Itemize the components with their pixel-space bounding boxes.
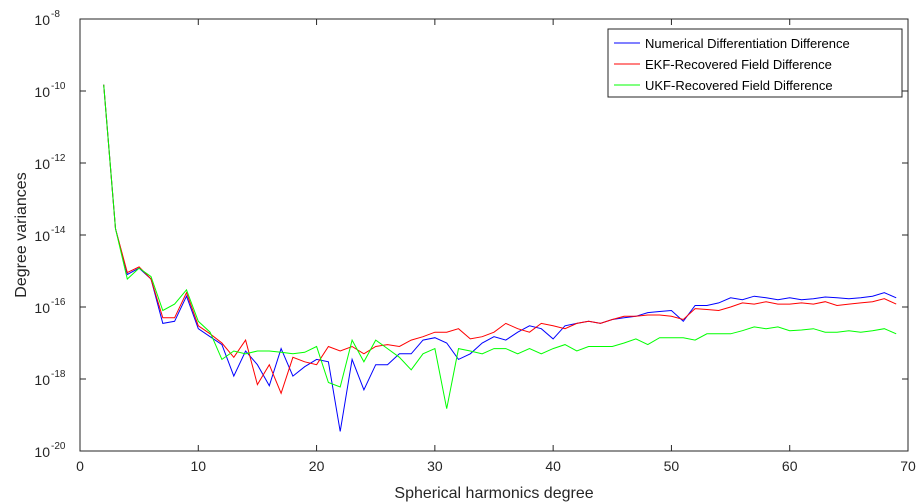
y-axis-label: Degree variances xyxy=(13,172,30,297)
y-tick-label: 10 xyxy=(34,156,50,172)
y-tick-exponent: -14 xyxy=(51,225,66,236)
y-tick-exponent: -10 xyxy=(51,81,66,92)
y-tick-label: 10 xyxy=(34,12,50,28)
x-tick-label: 70 xyxy=(900,458,916,474)
series-line-3 xyxy=(103,84,897,409)
x-tick-label: 0 xyxy=(76,458,84,474)
y-tick-exponent: -20 xyxy=(51,441,66,452)
y-tick-exponent: -12 xyxy=(51,153,66,164)
x-tick-label: 60 xyxy=(782,458,798,474)
legend: Numerical Differentiation Difference EKF-… xyxy=(607,28,903,98)
legend-box xyxy=(607,28,903,98)
x-tick-label: 40 xyxy=(545,458,561,474)
legend-label-1: Numerical Differentiation Difference xyxy=(645,36,850,51)
x-tick-label: 20 xyxy=(309,458,325,474)
x-tick-label: 10 xyxy=(190,458,206,474)
series-line-1 xyxy=(103,84,897,432)
x-axis-label: Spherical harmonics degree xyxy=(394,485,593,502)
legend-label-3: UKF-Recovered Field Difference xyxy=(645,78,833,93)
x-tick-label: 50 xyxy=(664,458,680,474)
y-tick-exponent: -8 xyxy=(51,9,60,20)
x-tick-label: 30 xyxy=(427,458,443,474)
legend-label-2: EKF-Recovered Field Difference xyxy=(645,57,832,72)
y-tick-label: 10 xyxy=(34,228,50,244)
y-tick-exponent: -18 xyxy=(51,369,66,380)
y-tick-label: 10 xyxy=(34,372,50,388)
y-tick-label: 10 xyxy=(34,444,50,460)
series-layer xyxy=(103,84,897,432)
x-axis: 0 10 20 30 40 50 60 70 xyxy=(76,19,916,474)
y-tick-label: 10 xyxy=(34,84,50,100)
y-tick-exponent: -16 xyxy=(51,297,66,308)
series-line-2 xyxy=(103,84,897,395)
y-tick-label: 10 xyxy=(34,300,50,316)
